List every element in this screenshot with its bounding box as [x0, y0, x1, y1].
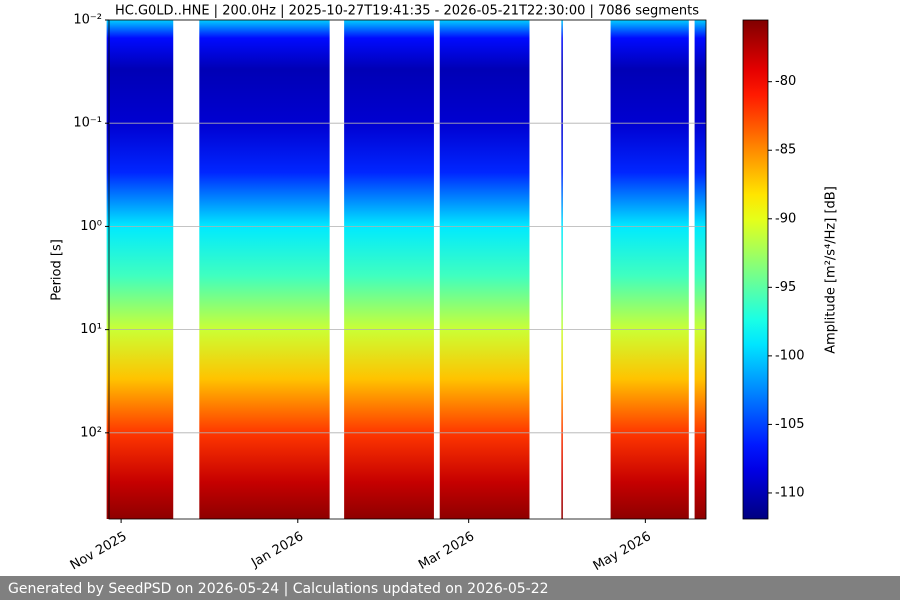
- data-segment: [694, 20, 707, 519]
- y-tick-label: 10⁻²: [73, 13, 102, 28]
- data-segment: [610, 20, 689, 519]
- colorbar-tick-label: -90: [775, 211, 796, 226]
- data-segment: [439, 20, 530, 519]
- x-tick-label: Mar 2026: [416, 529, 477, 573]
- data-segment: [561, 20, 563, 519]
- plot-frame: [108, 19, 707, 520]
- x-tick-label: May 2026: [591, 529, 654, 574]
- colorbar-tick-label: -85: [775, 143, 796, 158]
- x-tick-label: Nov 2025: [68, 529, 130, 573]
- colorbar-tick-label: -105: [775, 417, 805, 432]
- y-axis-label: Period [s]: [50, 239, 65, 301]
- colorbar-tick-label: -80: [775, 74, 796, 89]
- colorbar-tick-label: -100: [775, 348, 805, 363]
- chart-title: HC.G0LD..HNE | 200.0Hz | 2025-10-27T19:4…: [115, 4, 699, 19]
- x-tick-label: Jan 2026: [248, 529, 306, 571]
- y-tick-label: 10¹: [80, 322, 102, 337]
- footer-bar: [0, 576, 900, 600]
- footer-text: Generated by SeedPSD on 2026-05-24 | Cal…: [8, 581, 549, 597]
- colorbar-tick-label: -95: [775, 280, 796, 295]
- colorbar: [742, 19, 769, 520]
- colorbar-tick-label: -110: [775, 485, 805, 500]
- y-tick-label: 10⁻¹: [73, 116, 102, 131]
- y-tick-label: 10²: [80, 425, 102, 440]
- y-tick-label: 10⁰: [80, 219, 102, 234]
- data-segment: [199, 20, 330, 519]
- data-segment: [344, 20, 434, 519]
- data-segment: [106, 20, 174, 519]
- colorbar-label: Amplitude [m²/s⁴/Hz] [dB]: [824, 186, 839, 354]
